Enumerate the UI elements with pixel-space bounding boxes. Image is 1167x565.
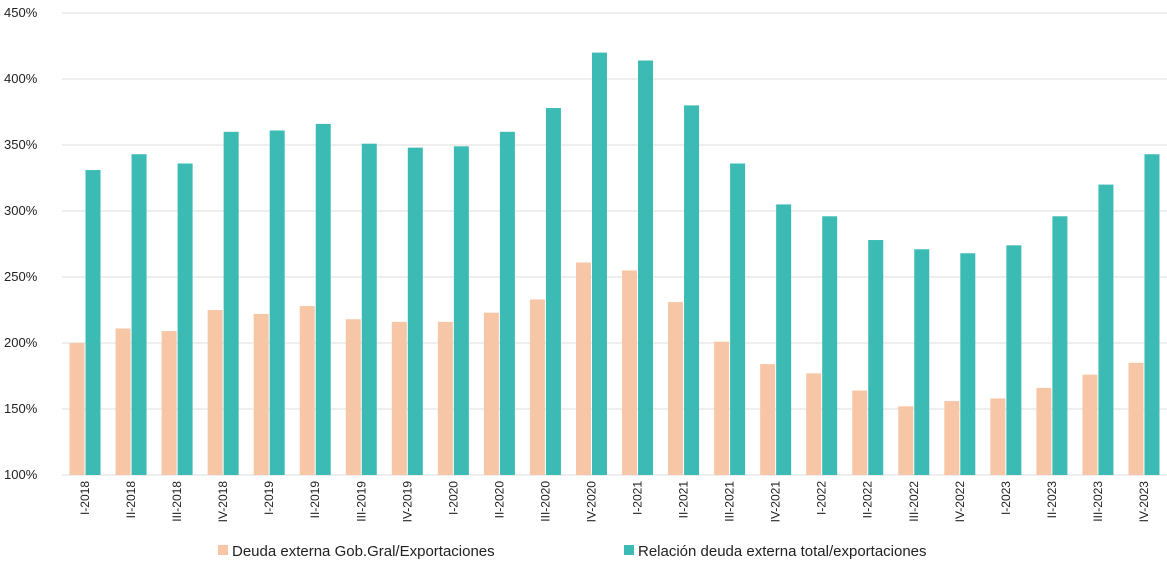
x-tick-label: II-2020	[492, 481, 506, 519]
bar-deuda-gob-gral	[944, 401, 960, 475]
bar-deuda-gob-gral	[437, 321, 453, 475]
bar-deuda-total	[730, 163, 746, 476]
x-tick-label: I-2020	[446, 481, 460, 515]
bar-deuda-gob-gral	[161, 331, 177, 475]
bar-deuda-total	[499, 131, 515, 476]
bar-deuda-gob-gral	[115, 328, 131, 475]
bar-deuda-total	[1144, 154, 1160, 476]
bar-deuda-total	[407, 147, 423, 475]
bar-deuda-total	[223, 131, 239, 476]
bar-deuda-gob-gral	[529, 299, 545, 475]
x-tick-label: II-2023	[1045, 481, 1059, 519]
bar-deuda-gob-gral	[1036, 387, 1052, 475]
bar-deuda-gob-gral	[806, 373, 822, 475]
bar-deuda-total	[1052, 216, 1068, 475]
x-tick-label: III-2018	[170, 481, 184, 522]
bar-deuda-gob-gral	[668, 302, 684, 475]
x-tick-label: II-2018	[124, 481, 138, 519]
x-tick-label: IV-2019	[400, 481, 414, 523]
bars	[69, 52, 1160, 476]
bar-deuda-total	[315, 123, 331, 475]
bar-deuda-total	[868, 240, 884, 475]
x-tick-label: I-2023	[999, 481, 1013, 515]
bar-deuda-gob-gral	[990, 398, 1006, 475]
bar-deuda-total	[85, 170, 101, 475]
bar-deuda-gob-gral	[898, 406, 914, 475]
bar-deuda-total	[776, 204, 792, 475]
bar-deuda-gob-gral	[253, 313, 269, 475]
y-tick-label: 200%	[4, 335, 38, 350]
y-tick-label: 350%	[4, 137, 38, 152]
x-tick-label: IV-2022	[953, 481, 967, 523]
y-tick-label: 100%	[4, 467, 38, 482]
legend-swatch-deuda-total	[624, 545, 634, 555]
bar-deuda-gob-gral	[852, 390, 868, 475]
x-tick-label: III-2022	[907, 481, 921, 522]
bar-deuda-total	[822, 216, 838, 475]
bar-deuda-total	[1098, 184, 1114, 475]
bar-deuda-total	[361, 143, 377, 475]
bar-deuda-total	[591, 52, 607, 475]
y-tick-label: 450%	[4, 5, 38, 20]
legend-label: Deuda externa Gob.Gral/Exportaciones	[232, 543, 495, 560]
y-tick-label: 250%	[4, 269, 38, 284]
bar-deuda-gob-gral	[207, 310, 223, 475]
y-tick-label: 300%	[4, 203, 38, 218]
bar-deuda-gob-gral	[714, 341, 730, 475]
bar-deuda-gob-gral	[622, 270, 638, 475]
x-tick-label: II-2019	[308, 481, 322, 519]
x-tick-label: I-2021	[631, 481, 645, 515]
bar-deuda-gob-gral	[345, 319, 361, 475]
x-tick-label: III-2020	[538, 481, 552, 522]
x-tick-label: III-2021	[723, 481, 737, 522]
bar-deuda-total	[960, 253, 976, 475]
y-axis-ticks: 100% 150% 200% 250% 300% 350% 400% 450%	[4, 5, 38, 482]
bar-deuda-total	[545, 108, 561, 475]
legend: Deuda externa Gob.Gral/Exportaciones Rela…	[218, 543, 927, 560]
gridlines	[62, 12, 1167, 476]
x-tick-label: IV-2018	[216, 481, 230, 523]
bar-deuda-total	[638, 60, 654, 476]
x-tick-label: I-2019	[262, 481, 276, 515]
y-tick-label: 150%	[4, 401, 38, 416]
x-tick-label: IV-2021	[769, 481, 783, 523]
bar-deuda-gob-gral	[391, 321, 407, 475]
legend-label: Relación deuda externa total/exportacion…	[638, 543, 927, 560]
x-tick-label: I-2022	[815, 481, 829, 515]
x-axis-ticks: I-2018 II-2018 III-2018 IV-2018 I-2019 II-201…	[78, 481, 1151, 523]
y-tick-label: 400%	[4, 71, 38, 86]
bar-deuda-gob-gral	[1082, 374, 1098, 475]
bar-deuda-total	[914, 249, 930, 475]
x-tick-label: III-2023	[1091, 481, 1105, 522]
bar-deuda-gob-gral	[299, 306, 315, 475]
bar-deuda-gob-gral	[575, 262, 591, 475]
legend-swatch-deuda-gob-gral	[218, 545, 228, 555]
x-tick-label: II-2022	[861, 481, 875, 519]
bar-deuda-gob-gral	[483, 312, 499, 475]
x-tick-label: III-2019	[354, 481, 368, 522]
x-tick-label: IV-2023	[1137, 481, 1151, 523]
bar-deuda-total	[684, 105, 700, 476]
bar-deuda-gob-gral	[1128, 362, 1144, 475]
x-tick-label: I-2018	[78, 481, 92, 515]
x-tick-label: IV-2020	[584, 481, 598, 523]
bar-deuda-gob-gral	[69, 343, 85, 475]
bar-deuda-total	[177, 163, 193, 476]
x-tick-label: II-2021	[677, 481, 691, 519]
bar-deuda-gob-gral	[760, 364, 776, 475]
bar-deuda-total	[1006, 245, 1022, 475]
bar-deuda-total	[269, 130, 285, 476]
bar-deuda-total	[131, 154, 147, 476]
bar-deuda-total	[453, 146, 469, 475]
